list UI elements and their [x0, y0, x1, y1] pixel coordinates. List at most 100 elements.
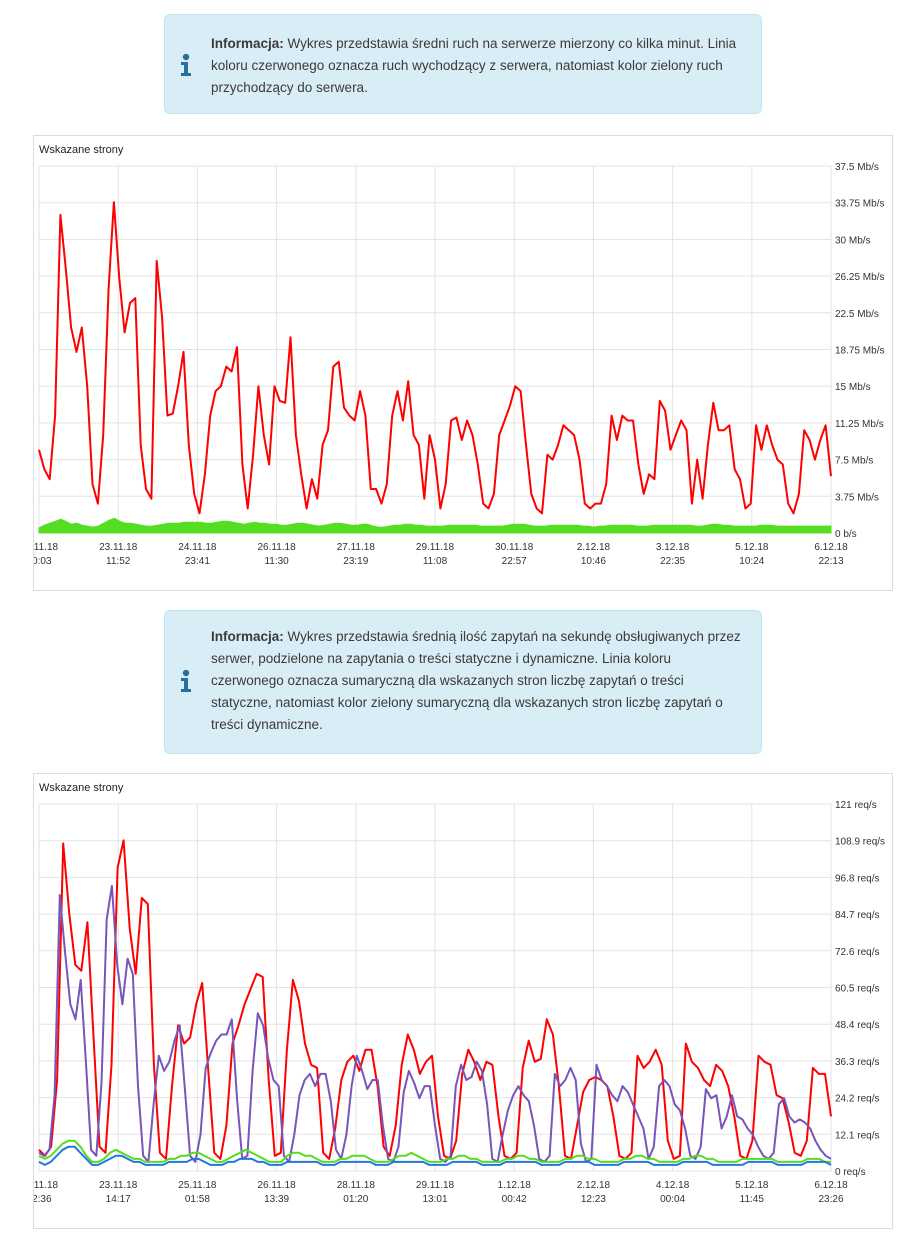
y-tick-label: 30 Mb/s	[835, 235, 871, 246]
x-tick-time: 11:30	[264, 556, 289, 567]
x-tick-date: 3.12.18	[656, 542, 690, 553]
x-tick-date: 23.11.18	[99, 1180, 138, 1191]
x-tick-label: 5.12.18 11:45	[735, 1180, 769, 1205]
requests-chart: Wskazane strony 0 req/s 12.1 req/s 24.2 req…	[34, 782, 885, 1205]
y-tick-label: 60.5 req/s	[835, 984, 879, 995]
x-tick-label: 30.11.18 22:57	[495, 542, 534, 567]
info-icon	[181, 53, 191, 76]
x-tick-time: 00:03	[34, 556, 52, 567]
x-tick-time: 13:39	[264, 1194, 289, 1205]
y-tick-label: 84.7 req/s	[835, 910, 879, 921]
x-tick-date: 4.12.18	[656, 1180, 690, 1191]
x-tick-date: 27.11.18	[337, 542, 376, 553]
y-tick-label: 108.9 req/s	[835, 837, 885, 848]
x-tick-time: 11:45	[740, 1194, 765, 1205]
x-tick-label: 26.11.18 13:39	[258, 1180, 297, 1205]
x-tick-date: 23.11.18	[99, 542, 138, 553]
x-tick-time: 11:52	[106, 556, 131, 567]
x-tick-time: 11:08	[423, 556, 448, 567]
x-tick-date: 22.11.18	[34, 1180, 59, 1191]
x-tick-date: 2.12.18	[577, 542, 611, 553]
x-tick-time: 13:01	[422, 1194, 447, 1205]
x-tick-label: 24.11.18 23:41	[178, 542, 217, 567]
y-tick-label: 3.75 Mb/s	[835, 492, 879, 503]
x-tick-label: 25.11.18 01:58	[178, 1180, 217, 1205]
info-label: Informacja:	[211, 629, 284, 644]
y-tick-label: 7.5 Mb/s	[835, 456, 873, 467]
x-tick-label: 4.12.18 00:04	[656, 1180, 690, 1205]
y-tick-label: 22.5 Mb/s	[835, 309, 879, 320]
info-description: Wykres przedstawia średni ruch na serwer…	[211, 36, 737, 95]
x-tick-label: 6.12.18 22:13	[814, 542, 848, 567]
x-tick-date: 30.11.18	[495, 542, 534, 553]
series-line-purple	[38, 884, 832, 1163]
x-tick-time: 14:17	[106, 1194, 131, 1205]
chart-title: Wskazane strony	[39, 782, 124, 794]
x-tick-time: 10:46	[581, 556, 606, 567]
x-tick-date: 6.12.18	[814, 1180, 848, 1191]
y-tick-label: 12.1 req/s	[835, 1130, 879, 1141]
x-tick-label: 2.12.18 10:46	[577, 542, 611, 567]
y-tick-label: 96.8 req/s	[835, 873, 879, 884]
y-tick-label: 24.2 req/s	[835, 1094, 879, 1105]
x-tick-date: 22.11.18	[34, 542, 59, 553]
series-line-outgoing	[38, 201, 832, 515]
x-tick-label: 3.12.18 22:35	[656, 542, 690, 567]
y-tick-label: 11.25 Mb/s	[835, 419, 884, 430]
y-tick-label: 37.5 Mb/s	[835, 162, 879, 173]
y-tick-label: 36.3 req/s	[835, 1057, 879, 1068]
y-tick-label: 48.4 req/s	[835, 1020, 879, 1031]
traffic-chart-panel: Wskazane strony 0 b/s 3.75 Mb/s 7.5 Mb/s 11.…	[33, 135, 893, 591]
info-description: Wykres przedstawia średnią ilość zapytań…	[211, 629, 741, 732]
x-tick-date: 6.12.18	[814, 542, 848, 553]
x-tick-label: 1.12.18 00:42	[498, 1180, 532, 1205]
y-tick-label: 26.25 Mb/s	[835, 272, 884, 283]
x-tick-label: 22.11.18 00:03	[34, 542, 59, 567]
info-text: Informacja: Wykres przedstawia średni ru…	[211, 33, 745, 99]
x-tick-label: 29.11.18 13:01	[416, 1180, 455, 1205]
series-line-blue	[38, 1145, 832, 1166]
x-tick-time: 22:35	[660, 556, 685, 567]
x-tick-time: 02:36	[34, 1194, 52, 1205]
info-box-requests: Informacja: Wykres przedstawia średnią i…	[164, 610, 762, 754]
x-tick-time: 01:58	[185, 1194, 210, 1205]
x-tick-label: 27.11.18 23:19	[337, 542, 376, 567]
x-tick-date: 2.12.18	[577, 1180, 611, 1191]
x-tick-label: 5.12.18 10:24	[735, 542, 769, 567]
x-tick-label: 2.12.18 12:23	[577, 1180, 611, 1205]
x-tick-label: 23.11.18 14:17	[99, 1180, 138, 1205]
x-tick-time: 12:23	[581, 1194, 606, 1205]
x-tick-date: 28.11.18	[337, 1180, 376, 1191]
info-text: Informacja: Wykres przedstawia średnią i…	[211, 626, 745, 736]
series-area-incoming	[38, 517, 832, 534]
y-tick-label: 0 req/s	[835, 1167, 866, 1178]
x-tick-date: 5.12.18	[735, 1180, 769, 1191]
y-tick-label: 121 req/s	[835, 800, 877, 811]
requests-chart-panel: Wskazane strony 0 req/s 12.1 req/s 24.2 req…	[33, 773, 893, 1229]
y-tick-label: 72.6 req/s	[835, 947, 879, 958]
y-tick-label: 0 b/s	[835, 529, 857, 540]
info-label: Informacja:	[211, 36, 284, 51]
x-tick-date: 25.11.18	[178, 1180, 217, 1191]
x-tick-date: 26.11.18	[258, 542, 297, 553]
y-tick-label: 33.75 Mb/s	[835, 199, 884, 210]
series-line-total	[38, 839, 832, 1160]
x-tick-date: 29.11.18	[416, 1180, 455, 1191]
info-box-traffic: Informacja: Wykres przedstawia średni ru…	[164, 14, 762, 114]
x-tick-date: 1.12.18	[498, 1180, 532, 1191]
x-tick-date: 5.12.18	[735, 542, 769, 553]
x-tick-label: 28.11.18 01:20	[337, 1180, 376, 1205]
x-tick-date: 29.11.18	[416, 542, 455, 553]
y-tick-label: 18.75 Mb/s	[835, 346, 884, 357]
x-tick-time: 00:42	[502, 1194, 527, 1205]
chart-title: Wskazane strony	[39, 144, 124, 156]
x-tick-time: 23:26	[818, 1194, 843, 1205]
x-tick-time: 23:19	[343, 556, 368, 567]
x-tick-date: 24.11.18	[178, 542, 217, 553]
traffic-chart: Wskazane strony 0 b/s 3.75 Mb/s 7.5 Mb/s 11.…	[34, 144, 884, 567]
x-tick-label: 29.11.18 11:08	[416, 542, 455, 567]
x-tick-label: 26.11.18 11:30	[258, 542, 297, 567]
x-tick-date: 26.11.18	[258, 1180, 297, 1191]
x-tick-time: 22:13	[818, 556, 843, 567]
y-tick-label: 15 Mb/s	[835, 382, 871, 393]
